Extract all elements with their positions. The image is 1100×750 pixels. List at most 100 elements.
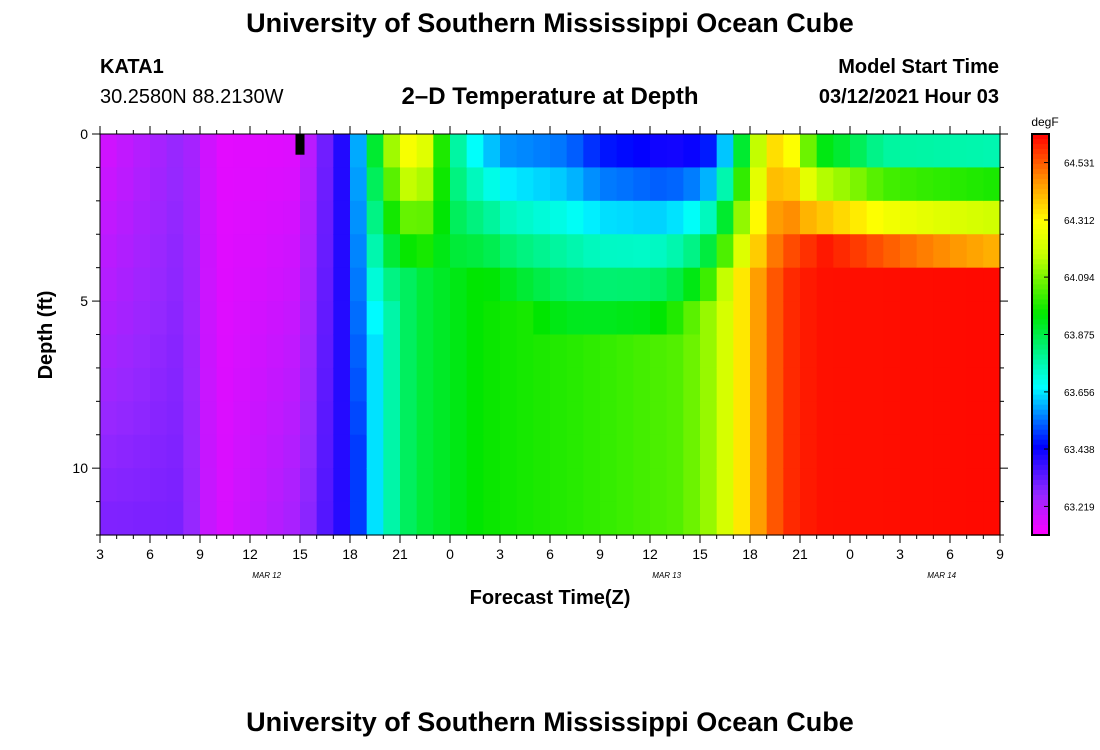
heatmap-cell [433, 501, 451, 536]
heatmap-cell [783, 301, 801, 336]
heatmap-cell [400, 401, 418, 436]
heatmap-cell [150, 200, 168, 235]
heatmap-cell [683, 301, 701, 336]
heatmap-cell [366, 267, 384, 302]
heatmap-cell [666, 267, 684, 302]
heatmap-cell [700, 334, 718, 369]
heatmap-cell [850, 200, 868, 235]
heatmap-cell [833, 200, 851, 235]
colorbar-segment [1032, 259, 1049, 265]
heatmap-cell [166, 167, 184, 202]
heatmap-cell [800, 501, 818, 536]
heatmap-cell [116, 134, 134, 169]
heatmap-cell [450, 367, 468, 402]
colorbar-segment [1032, 204, 1049, 210]
heatmap-cell [633, 267, 651, 302]
heatmap-cell [600, 367, 618, 402]
heatmap-cell [100, 200, 118, 235]
heatmap-cell [583, 167, 601, 202]
heatmap-cell [433, 167, 451, 202]
heatmap-cell [633, 200, 651, 235]
heatmap-cell [633, 301, 651, 336]
heatmap-cell [233, 200, 251, 235]
heatmap-cell [333, 134, 351, 169]
colorbar-segment [1032, 319, 1049, 326]
heatmap-cell [350, 468, 368, 503]
heatmap-cell [950, 334, 968, 369]
footer-title: University of Southern Mississippi Ocean… [246, 707, 854, 737]
heatmap-cell [933, 200, 951, 235]
heatmap-cell [966, 401, 984, 436]
heatmap-cell [233, 434, 251, 469]
heatmap-cell [200, 134, 218, 169]
heatmap-cell [316, 367, 334, 402]
colorbar-segment [1032, 529, 1049, 536]
heatmap-cell [800, 200, 818, 235]
heatmap-cell [450, 501, 468, 536]
heatmap-cell [733, 301, 751, 336]
heatmap-cell [716, 401, 734, 436]
heatmap-cell [316, 167, 334, 202]
heatmap-cell [783, 200, 801, 235]
heatmap-cell [966, 134, 984, 169]
heatmap-cell [216, 234, 234, 269]
heatmap-cell [900, 301, 918, 336]
heatmap-cell [616, 367, 634, 402]
heatmap-cell [783, 468, 801, 503]
heatmap-cell [116, 200, 134, 235]
heatmap-cell [866, 134, 884, 169]
heatmap-cell [383, 200, 401, 235]
heatmap-cell [300, 234, 318, 269]
heatmap-cell [516, 200, 534, 235]
colorbar-segment [1032, 339, 1049, 346]
heatmap-cell [533, 200, 551, 235]
heatmap-cell [433, 367, 451, 402]
x-tick-label: 3 [896, 546, 904, 562]
heatmap-cell [500, 434, 518, 469]
heatmap-cell [383, 401, 401, 436]
heatmap-cell [683, 134, 701, 169]
x-tick-label: 0 [846, 546, 854, 562]
heatmap-cell [550, 301, 568, 336]
heatmap-cell [716, 234, 734, 269]
colorbar-segment [1032, 519, 1049, 526]
heatmap-cell [883, 501, 901, 536]
model-start-label: Model Start Time [838, 56, 999, 78]
heatmap-cell [800, 167, 818, 202]
heatmap-cell [216, 367, 234, 402]
heatmap-cell [416, 134, 434, 169]
heatmap-cell [450, 200, 468, 235]
heatmap-cell [366, 134, 384, 169]
heatmap-cell [650, 468, 668, 503]
heatmap-cell [716, 200, 734, 235]
heatmap-cell [633, 434, 651, 469]
heatmap-cell [750, 501, 768, 536]
heatmap-cell [133, 501, 151, 536]
heatmap-cell [800, 434, 818, 469]
heatmap-cell [183, 267, 201, 302]
heatmap-cell [850, 167, 868, 202]
heatmap-cell [133, 134, 151, 169]
heatmap-cell [316, 234, 334, 269]
heatmap-cell [216, 134, 234, 169]
colorbar-segment [1032, 459, 1049, 466]
heatmap-cell [183, 501, 201, 536]
missing-data-marker [295, 134, 305, 155]
heatmap-cell [966, 167, 984, 202]
colorbar-segment [1032, 149, 1049, 155]
model-start-time: 03/12/2021 Hour 03 [818, 86, 999, 108]
heatmap-cell [683, 267, 701, 302]
heatmap-cell [600, 334, 618, 369]
heatmap-cell [550, 501, 568, 536]
heatmap-cell [950, 200, 968, 235]
heatmap-cell [250, 401, 268, 436]
heatmap-cell [350, 367, 368, 402]
heatmap-cell [916, 367, 934, 402]
heatmap-cell [166, 267, 184, 302]
heatmap-cell [533, 434, 551, 469]
heatmap-cell [600, 301, 618, 336]
heatmap-cell [116, 434, 134, 469]
heatmap-cell [700, 200, 718, 235]
heatmap-cell [883, 167, 901, 202]
plot-title: 2–D Temperature at Depth [401, 83, 699, 110]
